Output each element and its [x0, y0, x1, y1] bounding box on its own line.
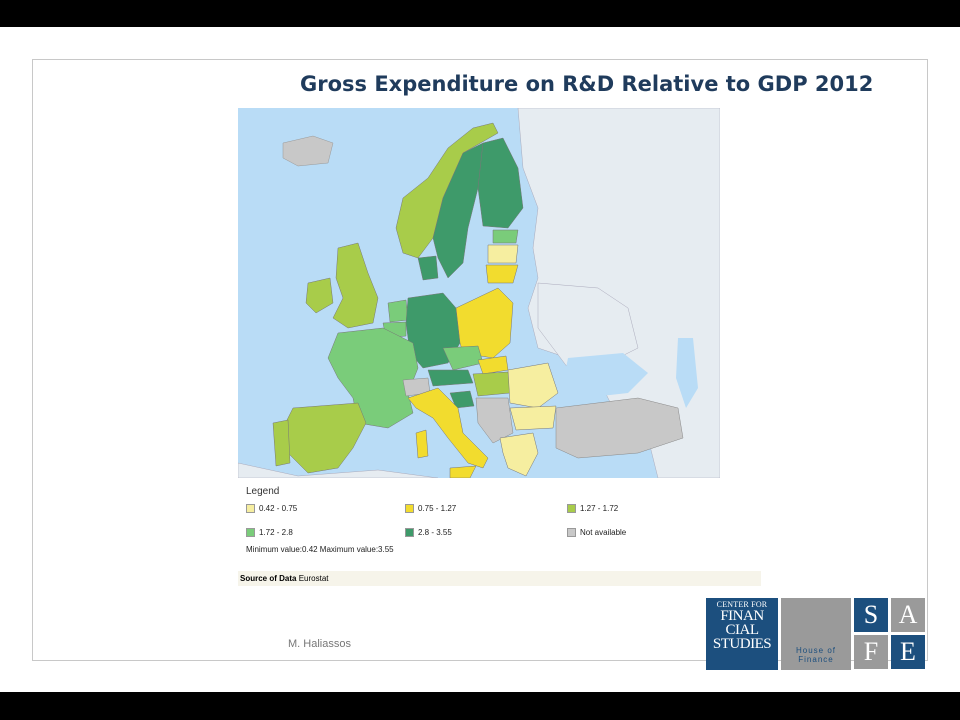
sardinia: [415, 429, 429, 459]
legend-item: 1.72 - 2.8: [246, 528, 293, 537]
bulgaria: [509, 405, 557, 431]
united-kingdom: [332, 242, 379, 329]
austria: [427, 369, 474, 387]
turkey: [555, 397, 684, 459]
legend-label: 2.8 - 3.55: [418, 528, 452, 537]
safe-letter: A: [891, 598, 925, 632]
legend-label: 0.42 - 0.75: [259, 504, 298, 513]
legend-item: 0.75 - 1.27: [405, 504, 456, 513]
author-name: M. Haliassos: [288, 638, 351, 650]
hof-logo-line: Finance: [798, 655, 834, 664]
netherlands: [387, 299, 409, 323]
source-value: Eurostat: [298, 574, 329, 583]
legend-label: 1.72 - 2.8: [259, 528, 293, 537]
ireland: [305, 277, 334, 314]
legend-swatch: [246, 504, 255, 513]
hungary: [472, 371, 511, 397]
legend-swatch: [567, 504, 576, 513]
sicily: [449, 465, 477, 478]
legend-swatch: [567, 528, 576, 537]
logo-bar: CENTER FOR FINAN CIAL STUDIES House of F…: [696, 590, 930, 672]
denmark: [417, 255, 439, 281]
legend-label: Not available: [580, 528, 627, 537]
legend-label: 1.27 - 1.72: [580, 504, 619, 513]
safe-letter: S: [854, 598, 888, 632]
legend-swatch: [246, 528, 255, 537]
cfs-logo: CENTER FOR FINAN CIAL STUDIES: [706, 598, 778, 670]
sweden: [432, 142, 484, 279]
legend-minmax: Minimum value:0.42 Maximum value:3.55: [246, 545, 394, 554]
hof-logo-text: House of Finance: [781, 646, 851, 664]
latvia: [487, 244, 519, 264]
source-label: Source of Data: [240, 574, 297, 583]
legend-item: 2.8 - 3.55: [405, 528, 452, 537]
legend-swatch: [405, 504, 414, 513]
legend-title: Legend: [246, 486, 280, 497]
cfs-logo-line: FINAN: [720, 608, 764, 624]
legend-label: 0.75 - 1.27: [418, 504, 457, 513]
safe-letter: F: [854, 635, 888, 669]
safe-logo: S A F E: [854, 598, 926, 670]
house-of-finance-logo: House of Finance: [781, 598, 851, 670]
map-legend: Legend 0.42 - 0.75 0.75 - 1.27 1.27 - 1.…: [238, 482, 761, 560]
iceland: [282, 135, 334, 167]
portugal: [272, 419, 291, 467]
safe-letter: E: [891, 635, 925, 669]
data-source: Source of Data Eurostat: [238, 571, 761, 586]
legend-swatch: [405, 528, 414, 537]
romania: [507, 362, 559, 409]
hof-logo-line: House of: [795, 646, 837, 655]
europe-map: [238, 108, 720, 478]
poland: [455, 287, 514, 359]
page-title: Gross Expenditure on R&D Relative to GDP…: [300, 72, 874, 96]
caspian-sea: [676, 338, 698, 408]
greece: [499, 432, 539, 477]
lithuania: [485, 264, 519, 284]
france: [327, 327, 419, 429]
legend-item: Not available: [567, 528, 626, 537]
black-sea: [563, 353, 648, 398]
slide-frame: [32, 59, 928, 661]
legend-item: 1.27 - 1.72: [567, 504, 618, 513]
slovenia: [449, 390, 475, 409]
italy: [407, 387, 489, 469]
slide: Gross Expenditure on R&D Relative to GDP…: [0, 27, 960, 692]
cfs-logo-line: CIAL: [725, 622, 760, 638]
north-africa: [238, 462, 439, 478]
legend-item: 0.42 - 0.75: [246, 504, 297, 513]
cfs-logo-line: STUDIES: [712, 636, 772, 652]
estonia: [492, 229, 519, 244]
finland: [477, 137, 524, 229]
cfs-logo-line: CENTER FOR: [716, 600, 768, 609]
